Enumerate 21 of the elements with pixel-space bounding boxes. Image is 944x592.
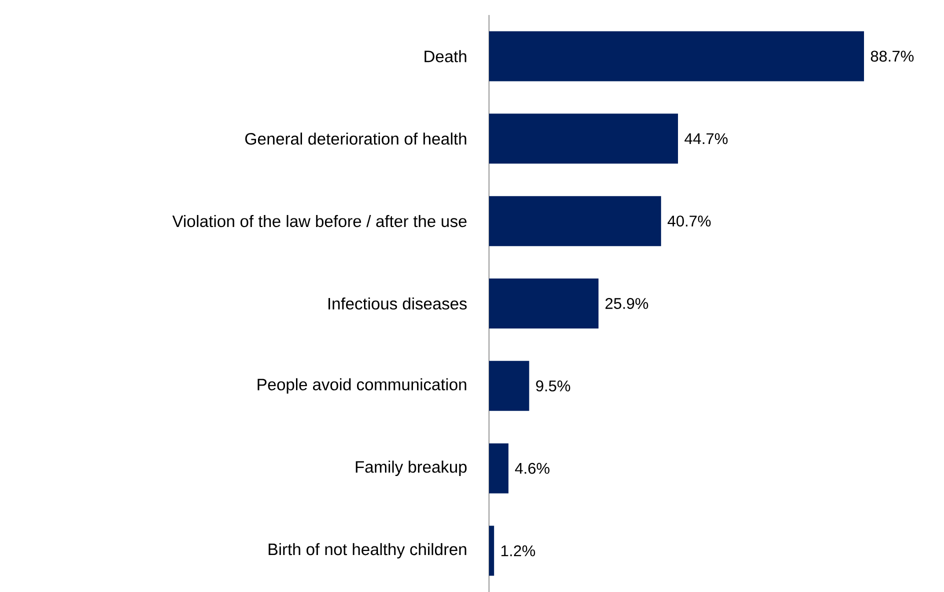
y-tick-label: General deterioration of health <box>245 132 466 144</box>
y-tick-label: Infectious diseases <box>328 297 467 310</box>
bar <box>489 526 494 576</box>
data-label: 44.7% <box>684 132 728 144</box>
bar <box>489 360 530 411</box>
y-tick-label: Family breakup <box>356 460 467 476</box>
bar <box>489 278 599 328</box>
y-tick-label: Death <box>424 50 466 62</box>
data-label: 1.2% <box>501 545 536 556</box>
bar <box>489 30 864 81</box>
data-label: 9.5% <box>536 380 570 392</box>
data-label: 4.6% <box>515 462 550 474</box>
y-tick-label: People avoid communication <box>258 378 466 394</box>
bar <box>489 443 508 494</box>
data-label: 25.9% <box>605 298 648 309</box>
data-label: 88.7% <box>870 50 914 62</box>
data-label: 40.7% <box>668 215 711 226</box>
bar <box>489 113 678 164</box>
y-tick-label: Birth of not healthy children <box>268 542 466 558</box>
y-tick-label: Violation of the law before / after the use <box>172 214 467 227</box>
bar <box>489 196 662 246</box>
